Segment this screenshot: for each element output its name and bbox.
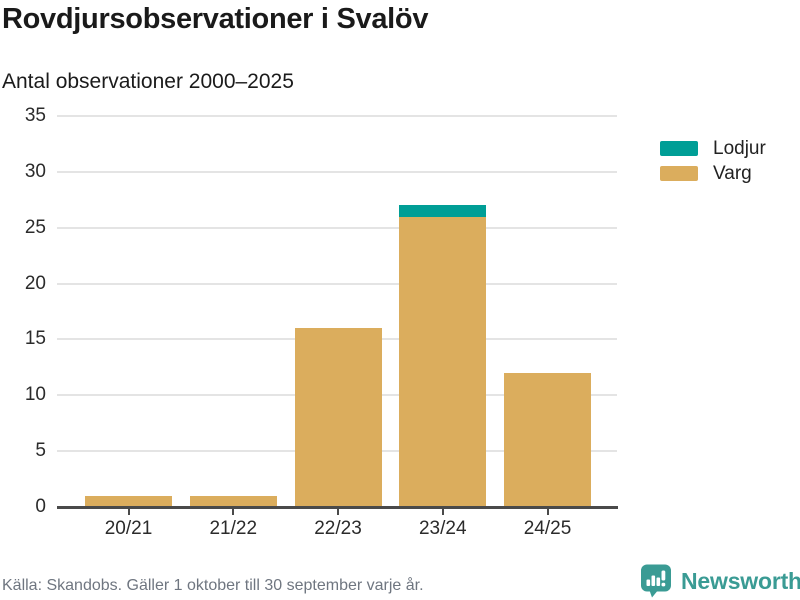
- x-axis-tick: [441, 509, 444, 515]
- x-axis-tick-label: 24/25: [523, 518, 572, 539]
- legend-swatch-lodjur: [660, 141, 698, 156]
- bar-segment-lodjur-23/24: [399, 205, 487, 217]
- gridline-y-30: [57, 170, 617, 173]
- x-axis-line: [57, 506, 618, 509]
- x-axis-tick-label: 23/24: [418, 518, 467, 539]
- x-axis-tick-label: 20/21: [104, 518, 153, 539]
- gridline-y-20: [57, 282, 617, 285]
- legend-label: Varg: [713, 162, 752, 184]
- y-axis-tick-label: 20: [24, 272, 46, 294]
- legend-label: Lodjur: [713, 137, 766, 159]
- source-note: Källa: Skandobs. Gäller 1 oktober till 3…: [2, 577, 424, 594]
- chart-title: Rovdjursobservationer i Svalöv: [2, 3, 429, 35]
- legend-item-varg: Varg: [660, 161, 766, 186]
- bar-segment-varg-22/23: [294, 328, 382, 507]
- chart-legend: Lodjur Varg: [660, 136, 766, 186]
- x-axis-tick: [546, 509, 549, 515]
- y-axis-tick-label: 0: [35, 496, 46, 517]
- newsworthy-chart-bubble-icon: [640, 563, 673, 599]
- legend-swatch-varg: [660, 166, 698, 181]
- y-axis-tick-label: 30: [24, 160, 46, 182]
- gridline-y-25: [57, 226, 617, 229]
- x-axis-tick-label: 22/23: [314, 518, 362, 539]
- x-axis-tick: [127, 509, 130, 515]
- bar-segment-varg-23/24: [399, 216, 487, 507]
- y-axis-tick-label: 15: [24, 328, 46, 350]
- y-axis-tick-label: 5: [35, 440, 46, 462]
- x-axis-tick: [232, 509, 235, 515]
- x-axis-tick: [337, 509, 339, 515]
- chart-subtitle: Antal observationer 2000–2025: [2, 70, 294, 93]
- bar-segment-varg-20/21: [85, 495, 172, 507]
- y-axis-tick-label: 10: [24, 384, 46, 406]
- brand-name: Newsworthy: [681, 567, 800, 594]
- y-axis-tick-label: 35: [24, 105, 46, 127]
- brand-logo: Newsworthy: [640, 562, 800, 600]
- gridline-y-35: [57, 115, 617, 118]
- x-axis-tick-label: 21/22: [209, 518, 258, 539]
- bar-segment-varg-21/22: [189, 495, 277, 507]
- bar-segment-varg-24/25: [504, 372, 591, 507]
- y-axis-tick-label: 25: [24, 216, 46, 238]
- legend-item-lodjur: Lodjur: [660, 136, 766, 161]
